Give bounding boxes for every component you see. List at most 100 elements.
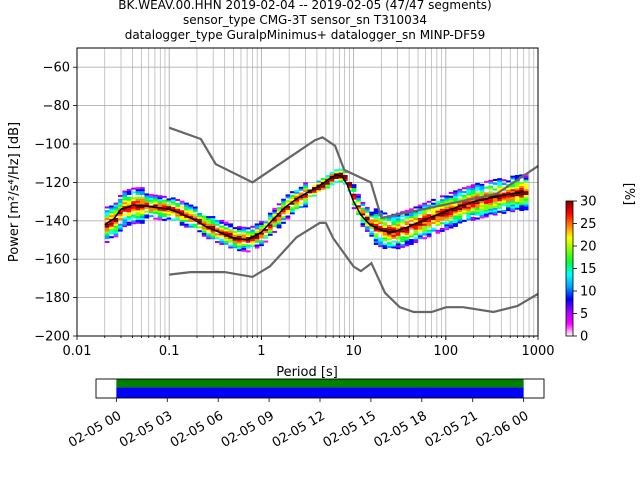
heatmap-cell <box>237 233 242 236</box>
heatmap-cell <box>109 236 114 239</box>
heatmap-cell <box>175 208 181 211</box>
heatmap-cell <box>364 224 370 227</box>
heatmap-cell <box>444 195 450 198</box>
heatmap-cell <box>175 210 181 213</box>
heatmap-cell <box>263 229 269 232</box>
heatmap-cell <box>170 207 176 210</box>
heatmap-cell <box>461 206 467 209</box>
heatmap-cell <box>461 202 467 205</box>
heatmap-cell <box>201 221 207 224</box>
heatmap-cell <box>351 203 357 206</box>
heatmap-cell <box>162 218 167 221</box>
x-tick-label: 0.1 <box>159 344 180 359</box>
heatmap-cell <box>492 194 498 197</box>
heatmap-cell <box>320 185 326 188</box>
heatmap-cell <box>510 202 516 205</box>
heatmap-cell <box>117 227 123 230</box>
heatmap-cell <box>109 232 114 235</box>
heatmap-cell <box>382 222 388 225</box>
heatmap-cell <box>457 221 463 224</box>
heatmap-cell <box>259 228 264 231</box>
heatmap-cell <box>510 204 516 207</box>
heatmap-cell <box>400 245 405 248</box>
heatmap-cell <box>488 206 494 209</box>
heatmap-cell <box>250 241 255 244</box>
heatmap-cell <box>232 240 238 243</box>
heatmap-cell <box>175 202 181 205</box>
heatmap-cell <box>470 193 476 196</box>
heatmap-cell <box>444 214 450 217</box>
heatmap-cell <box>435 202 441 205</box>
heatmap-cell <box>426 223 432 226</box>
heatmap-cell <box>497 185 502 188</box>
heatmap-cell <box>126 202 132 205</box>
heatmap-cell <box>113 210 119 213</box>
heatmap-cell <box>117 194 123 198</box>
heatmap-cell <box>267 228 273 231</box>
heatmap-cell <box>135 208 141 211</box>
heatmap-cell <box>316 186 322 189</box>
heatmap-cell <box>431 198 436 201</box>
heatmap-cell <box>501 179 507 182</box>
heatmap-cell <box>395 243 401 246</box>
heatmap-cell <box>444 199 450 202</box>
heatmap-cell <box>488 200 494 203</box>
heatmap-cell <box>461 191 467 194</box>
heatmap-cell <box>351 186 357 189</box>
heatmap-cell <box>166 200 172 203</box>
heatmap-cell <box>404 217 410 220</box>
heatmap-cell <box>453 209 458 212</box>
heatmap-cell <box>422 223 427 226</box>
heatmap-cell <box>135 206 141 209</box>
heatmap-cell <box>201 215 207 218</box>
heatmap-cell <box>373 237 379 240</box>
timeline-tick-label: 02-06 00 <box>473 409 531 451</box>
heatmap-cell <box>453 205 458 208</box>
heatmap-cell <box>117 212 123 215</box>
heatmap-cell <box>470 216 476 219</box>
heatmap-cell <box>448 199 454 202</box>
heatmap-cell <box>466 195 472 198</box>
heatmap-cell <box>484 186 489 189</box>
heatmap-cell <box>294 201 300 204</box>
heatmap-cell <box>245 236 251 239</box>
heatmap-cell <box>479 216 485 219</box>
heatmap-cell <box>254 229 260 232</box>
heatmap-cell <box>457 215 463 218</box>
heatmap-cell <box>140 219 145 222</box>
heatmap-cell <box>289 202 295 205</box>
heatmap-cell <box>245 227 251 230</box>
heatmap-cell <box>514 176 520 179</box>
heatmap-cell <box>122 209 128 212</box>
heatmap-cell <box>426 221 432 224</box>
heatmap-cell <box>356 201 361 204</box>
heatmap-cell <box>267 224 273 227</box>
heatmap-cell <box>431 221 436 224</box>
heatmap-cell <box>360 209 366 212</box>
heatmap-cell <box>409 216 414 219</box>
heatmap-cell <box>439 212 445 215</box>
heatmap-cell <box>281 200 286 203</box>
heatmap-cell <box>422 218 427 221</box>
heatmap-cell <box>312 194 317 197</box>
heatmap-cell <box>461 212 467 215</box>
heatmap-cell <box>395 220 401 223</box>
heatmap-cell <box>492 207 498 210</box>
heatmap-cell <box>439 210 445 213</box>
heatmap-cell <box>444 197 450 200</box>
heatmap-cell <box>439 208 445 211</box>
heatmap-cell <box>223 233 229 236</box>
heatmap-cell <box>210 233 216 236</box>
heatmap-cell <box>404 234 410 237</box>
heatmap-cell <box>479 210 485 213</box>
heatmap-cell <box>448 222 454 225</box>
heatmap-cell <box>113 204 119 207</box>
heatmap-cell <box>210 235 216 238</box>
heatmap-cell <box>519 199 525 202</box>
heatmap-cell <box>144 210 150 213</box>
heatmap-cell <box>289 208 295 211</box>
heatmap-cell <box>417 219 423 222</box>
timeline-tick-label: 02-05 15 <box>321 409 379 451</box>
heatmap-cell <box>470 218 476 221</box>
